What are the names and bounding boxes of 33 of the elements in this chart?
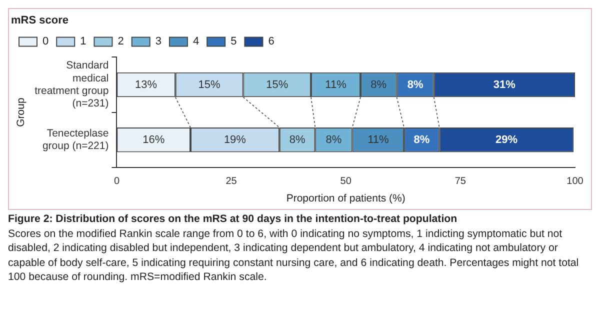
data-label: 19%	[224, 134, 246, 146]
legend-label: 3	[155, 36, 162, 48]
data-label: 15%	[266, 78, 288, 91]
y-tick-label: Tenecteplase group (n=221)	[42, 127, 109, 152]
data-label: 29%	[495, 134, 518, 146]
x-tick-label: 75	[454, 176, 466, 188]
data-label: 11%	[325, 78, 347, 91]
legend-label: 5	[230, 36, 237, 48]
data-label: 31%	[493, 78, 516, 91]
legend-label: 2	[118, 36, 124, 48]
y-axis-title: Group	[15, 98, 28, 127]
data-label: 15%	[198, 78, 221, 91]
x-tick-label: 25	[226, 176, 238, 188]
legend-label: 6	[268, 36, 274, 48]
y-tick-label: Standard medical treatment group (n=231)	[34, 60, 109, 110]
data-label: 8%	[414, 134, 430, 146]
data-label: 8%	[370, 78, 387, 91]
legend-label: 4	[192, 36, 200, 48]
text: Figure 2: Distribution of scores on the mRS at 90 days in the intention-to-treat population	[8, 212, 458, 226]
x-axis-title: Proportion of patients (%)	[286, 192, 406, 205]
x-tick-label: 0	[114, 176, 120, 188]
data-label: 16%	[142, 134, 165, 146]
data-label: 8%	[407, 78, 424, 91]
legend-label: 1	[80, 36, 86, 48]
data-label: 13%	[135, 78, 158, 91]
legend-title: mRS score	[11, 14, 68, 27]
data-label: 11%	[368, 134, 389, 146]
text: Scores on the modified Rankin scale range from 0 to 6, with 0 indicating no symptoms, 1 indicting symptomatic but not disabled, 2 indicating disabled but independent, 3 indicating dependent but ambulatory, 4 indicating not ambulatory or capable of body self-care, 5 indicating requiring constant nursing care, and 6 indicating death. Percentages might not total 100 because of rounding. mRS=modified Rankin scale.	[8, 226, 580, 284]
data-label: 8%	[289, 134, 306, 146]
x-tick-label: 100	[566, 176, 584, 188]
x-tick-label: 50	[340, 176, 352, 188]
data-label: 8%	[326, 134, 342, 146]
legend-label: 0	[42, 36, 49, 48]
